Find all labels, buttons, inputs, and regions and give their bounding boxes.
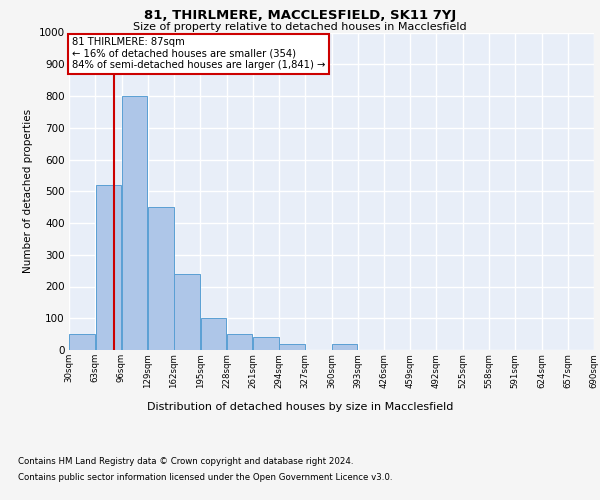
Bar [175,274,200,350]
Bar [200,318,226,350]
Y-axis label: Number of detached properties: Number of detached properties [23,109,33,274]
Bar [70,334,95,350]
Bar [280,344,305,350]
Text: 81 THIRLMERE: 87sqm
← 16% of detached houses are smaller (354)
84% of semi-detac: 81 THIRLMERE: 87sqm ← 16% of detached ho… [71,38,325,70]
Text: Size of property relative to detached houses in Macclesfield: Size of property relative to detached ho… [133,22,467,32]
Text: Contains public sector information licensed under the Open Government Licence v3: Contains public sector information licen… [18,472,392,482]
Bar [95,185,121,350]
Bar [332,344,358,350]
Text: Distribution of detached houses by size in Macclesfield: Distribution of detached houses by size … [147,402,453,412]
Bar [122,96,148,350]
Bar [253,338,278,350]
Text: 81, THIRLMERE, MACCLESFIELD, SK11 7YJ: 81, THIRLMERE, MACCLESFIELD, SK11 7YJ [144,9,456,22]
Bar [148,207,173,350]
Bar [227,334,253,350]
Text: Contains HM Land Registry data © Crown copyright and database right 2024.: Contains HM Land Registry data © Crown c… [18,458,353,466]
